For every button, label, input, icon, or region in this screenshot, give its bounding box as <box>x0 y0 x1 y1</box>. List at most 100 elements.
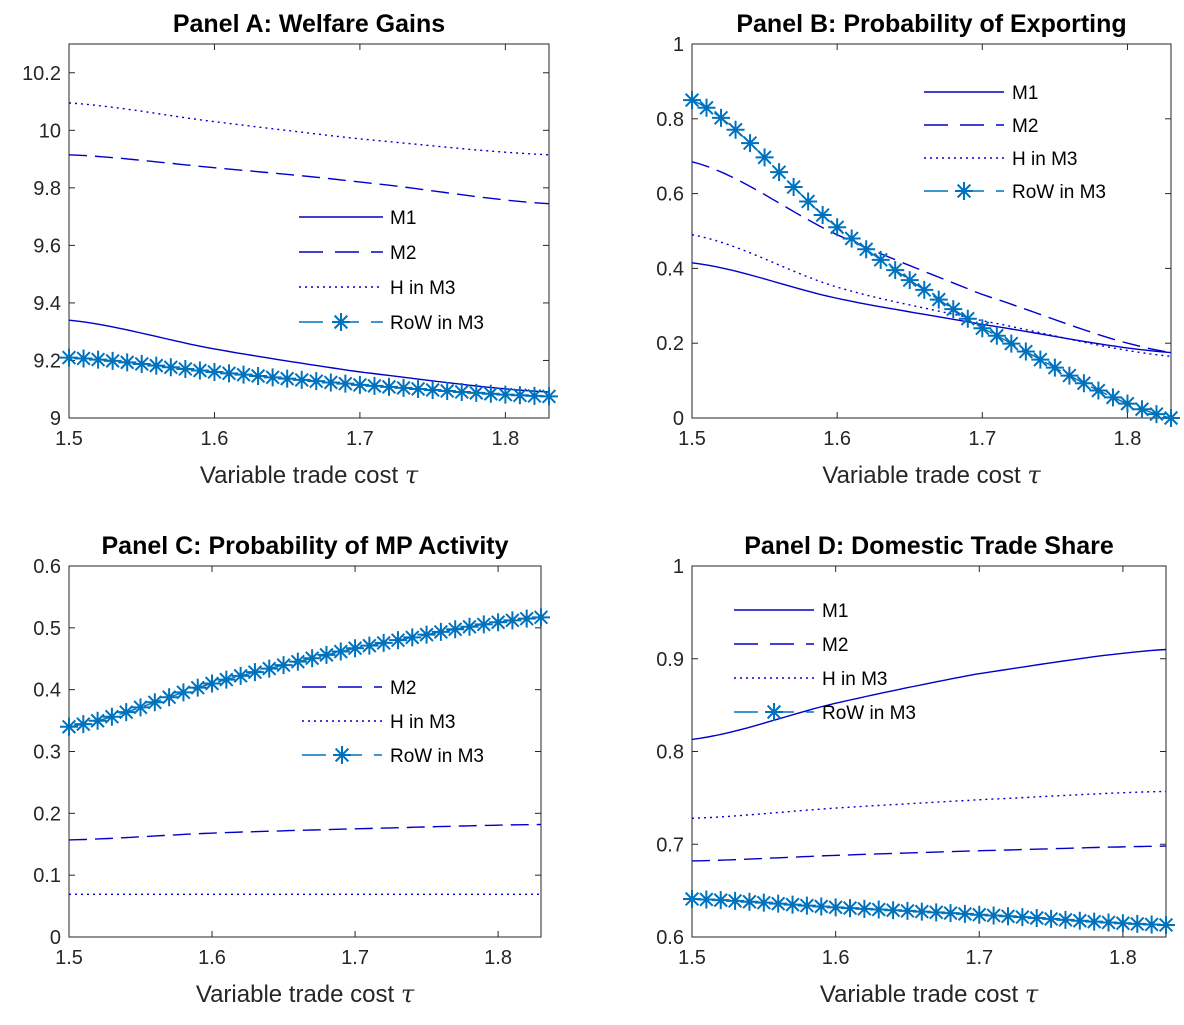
star-marker <box>446 620 465 639</box>
y-tick-label: 9 <box>50 408 61 430</box>
y-tick-label: 1 <box>673 34 684 56</box>
star-marker <box>249 367 268 386</box>
star-marker <box>132 354 151 373</box>
series-h-in-m3-line <box>691 790 1167 819</box>
series-h-in-m3-line <box>691 234 1172 357</box>
y-tick-label: 10.2 <box>22 63 61 85</box>
legend-star-marker <box>765 703 783 721</box>
star-marker <box>973 319 992 338</box>
x-tick-label: 1.8 <box>1114 428 1142 450</box>
y-tick-label: 0.7 <box>656 834 684 856</box>
star-marker <box>336 374 355 393</box>
star-marker <box>955 904 974 923</box>
star-marker <box>697 98 716 117</box>
star-marker <box>1162 409 1180 427</box>
star-marker <box>1031 350 1050 369</box>
star-marker <box>1085 912 1104 931</box>
star-marker <box>145 693 164 712</box>
star-marker <box>927 903 946 922</box>
star-marker <box>941 904 960 923</box>
y-tick-label: 0.6 <box>33 556 61 578</box>
star-marker <box>103 351 122 370</box>
star-marker <box>797 896 816 915</box>
star-marker <box>303 649 322 668</box>
y-tick-label: 9.4 <box>33 293 61 315</box>
y-tick-label: 0.9 <box>656 649 684 671</box>
legend-entry: RoW in M3 <box>822 703 916 724</box>
star-marker <box>503 611 522 630</box>
panel-title: Panel B: Probability of Exporting <box>736 10 1126 38</box>
star-marker <box>292 370 311 389</box>
y-tick-label: 10 <box>39 120 61 142</box>
panel-title: Panel D: Domestic Trade Share <box>744 532 1114 560</box>
panel-b: Panel B: Probability of Exporting 1.5 1.6 1… <box>656 10 1180 489</box>
series-h-in-m3-line <box>68 102 550 156</box>
star-marker <box>1128 914 1147 933</box>
series-m2-line <box>68 154 550 205</box>
x-tick-label: 1.8 <box>1109 947 1137 969</box>
star-marker <box>365 376 384 395</box>
star-marker <box>360 636 379 655</box>
legend-entry: H in M3 <box>1012 149 1077 170</box>
legend-entry: M1 <box>1012 83 1038 104</box>
star-marker <box>712 108 731 127</box>
x-axis-label: Variable trade cost τ <box>822 461 1041 489</box>
star-marker <box>220 364 238 383</box>
x-axis-label: Variable trade cost τ <box>196 980 415 1008</box>
star-marker <box>912 902 931 921</box>
legend-entry: RoW in M3 <box>1012 182 1106 203</box>
x-tick-label: 1.8 <box>484 947 512 969</box>
star-marker <box>900 271 919 290</box>
plot-frame <box>691 565 1167 938</box>
star-marker <box>1089 381 1108 400</box>
star-marker <box>1016 342 1035 361</box>
star-marker <box>784 178 803 197</box>
star-marker <box>1103 388 1122 407</box>
star-marker <box>1045 358 1064 377</box>
star-marker <box>1002 334 1021 353</box>
star-marker <box>1099 913 1118 932</box>
legend-star-marker <box>332 313 350 331</box>
panel-a: Panel A: Welfare Gains 1.5 1.6 1.7 1.8 9 9.2 9.… <box>22 10 558 489</box>
star-marker <box>350 375 369 394</box>
y-tick-label: 0.2 <box>656 333 684 355</box>
star-marker <box>307 372 326 391</box>
star-marker <box>525 386 544 405</box>
x-tick-label: 1.7 <box>968 428 996 450</box>
star-marker <box>403 628 422 647</box>
star-marker <box>74 715 93 734</box>
star-marker <box>234 365 253 384</box>
series-m2-line <box>68 823 542 841</box>
star-marker <box>346 639 365 658</box>
star-marker <box>828 218 847 237</box>
star-marker <box>217 670 236 689</box>
legend-entry: H in M3 <box>822 669 887 690</box>
y-tick-label: 0 <box>50 927 61 949</box>
star-marker <box>855 899 874 918</box>
y-tick-label: 0.2 <box>33 803 61 825</box>
series-m1-line <box>691 648 1167 741</box>
star-marker <box>1042 909 1061 928</box>
x-tick-label: 1.7 <box>965 947 993 969</box>
star-marker <box>394 378 413 397</box>
y-tick-label: 0.8 <box>656 109 684 131</box>
star-marker <box>755 148 774 167</box>
star-marker <box>857 240 876 259</box>
legend-entry: M1 <box>390 208 416 229</box>
star-marker <box>380 377 398 396</box>
star-marker <box>481 384 500 403</box>
star-marker <box>884 901 903 920</box>
star-marker <box>697 890 716 909</box>
star-marker <box>117 703 136 722</box>
star-marker <box>388 631 407 650</box>
star-marker <box>984 906 1003 925</box>
star-marker <box>754 893 773 912</box>
star-marker <box>374 633 393 652</box>
star-marker <box>769 894 788 913</box>
star-marker <box>205 362 224 381</box>
x-tick-label: 1.6 <box>201 428 229 450</box>
star-marker <box>826 898 845 917</box>
panel-d: Panel D: Domestic Trade Share 1.5 1.6 1.7 1.… <box>656 532 1175 1008</box>
y-tick-label: 0.8 <box>656 742 684 764</box>
star-marker <box>452 382 471 401</box>
